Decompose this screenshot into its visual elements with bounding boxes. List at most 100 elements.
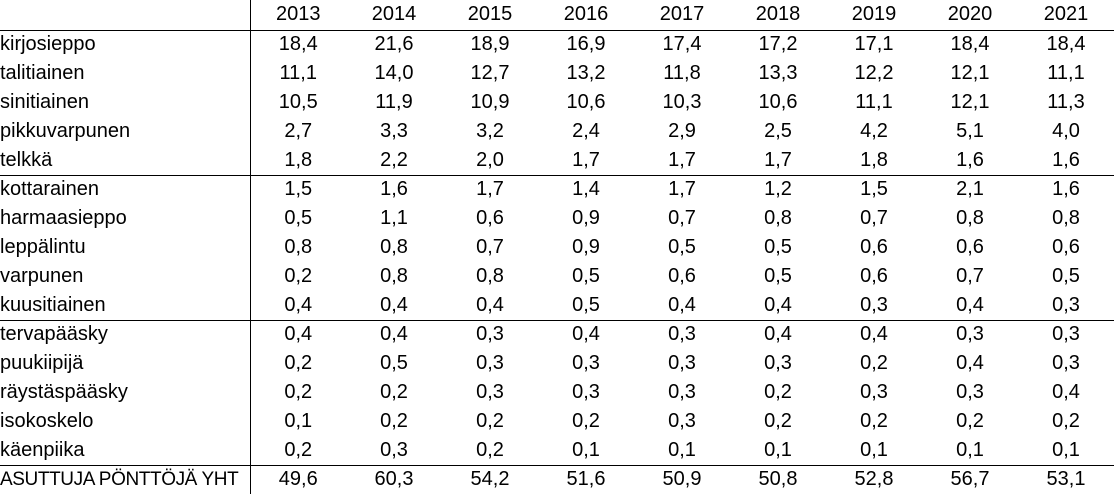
value-cell: 0,2 xyxy=(572,410,600,432)
value-cell: 0,3 xyxy=(476,352,504,374)
value-cell: 0,3 xyxy=(764,352,792,374)
year-header: 2021 xyxy=(1043,3,1089,26)
total-label: ASUTTUJA PÖNTTÖJÄ YHT xyxy=(0,465,251,494)
value-cell: 1,4 xyxy=(572,178,600,201)
year-header: 2016 xyxy=(563,3,609,26)
value-cell: 0,3 xyxy=(572,381,600,403)
table-body: kirjosieppo 18,4 21,6 18,9 16,9 17,4 17,2 17,1 1… xyxy=(0,30,1114,494)
species-row: harmaasieppo 0,5 1,1 0,6 0,9 0,7 0,8 0,7 0,8 0,8 xyxy=(0,204,1114,233)
species-row: leppälintu 0,8 0,8 0,7 0,9 0,5 0,5 0,6 0,6 0,6 xyxy=(0,233,1114,262)
value-cell: 12,1 xyxy=(950,62,990,84)
species-label: räystäspääsky xyxy=(0,378,251,407)
value-cell: 5,1 xyxy=(956,120,984,142)
species-label: kuusitiainen xyxy=(0,291,251,320)
species-row: tervapääsky 0,4 0,4 0,3 0,4 0,3 0,4 0,4 0,3 0,3 xyxy=(0,320,1114,349)
year-header: 2014 xyxy=(371,3,417,26)
value-cell: 0,1 xyxy=(956,438,984,461)
value-cell: 0,4 xyxy=(380,293,408,316)
species-label: tervapääsky xyxy=(0,320,251,349)
value-cell: 10,5 xyxy=(278,91,318,113)
species-row: puukiipijä 0,2 0,5 0,3 0,3 0,3 0,3 0,2 0,4 0,3 xyxy=(0,349,1114,378)
value-cell: 0,2 xyxy=(284,381,313,403)
value-cell: 17,2 xyxy=(758,33,798,56)
total-value-cell: 50,9 xyxy=(662,468,702,490)
value-cell: 0,3 xyxy=(1052,352,1080,374)
total-value-cell: 60,3 xyxy=(374,468,414,490)
total-value-cell: 54,2 xyxy=(470,468,510,490)
value-cell: 0,3 xyxy=(668,352,696,374)
value-cell: 0,3 xyxy=(668,323,696,346)
value-cell: 0,9 xyxy=(572,236,600,258)
value-cell: 2,2 xyxy=(380,148,408,171)
value-cell: 2,7 xyxy=(284,120,313,142)
species-label: telkkä xyxy=(0,146,251,175)
value-cell: 1,6 xyxy=(380,178,408,201)
value-cell: 1,6 xyxy=(1052,148,1080,171)
total-value-cell: 53,1 xyxy=(1046,468,1086,490)
value-cell: 12,1 xyxy=(950,91,990,113)
value-cell: 0,6 xyxy=(476,207,504,229)
value-cell: 4,0 xyxy=(1052,120,1080,142)
value-cell: 11,1 xyxy=(279,62,317,84)
year-header: 2013 xyxy=(276,3,321,26)
value-cell: 1,7 xyxy=(572,148,600,171)
value-cell: 0,8 xyxy=(764,207,792,229)
value-cell: 2,4 xyxy=(572,120,600,142)
value-cell: 0,4 xyxy=(764,323,792,346)
value-cell: 0,4 xyxy=(860,323,888,346)
value-cell: 0,2 xyxy=(860,410,888,432)
value-cell: 1,5 xyxy=(860,178,888,201)
value-cell: 0,6 xyxy=(668,265,696,287)
value-cell: 0,2 xyxy=(860,352,888,374)
value-cell: 0,1 xyxy=(764,438,792,461)
value-cell: 0,5 xyxy=(1052,265,1080,287)
year-header: 2019 xyxy=(851,3,897,26)
value-cell: 0,3 xyxy=(860,381,888,403)
total-value-cell: 49,6 xyxy=(278,468,318,490)
value-cell: 0,6 xyxy=(1052,236,1080,258)
value-cell: 11,1 xyxy=(855,91,893,113)
value-cell: 17,4 xyxy=(662,33,702,56)
total-value-cell: 56,7 xyxy=(950,468,990,490)
value-cell: 1,8 xyxy=(860,148,888,171)
value-cell: 0,3 xyxy=(860,293,888,316)
value-cell: 0,2 xyxy=(764,410,792,432)
species-label: sinitiainen xyxy=(0,88,251,117)
value-cell: 0,8 xyxy=(284,236,313,258)
value-cell: 0,7 xyxy=(668,207,696,229)
value-cell: 0,1 xyxy=(860,438,888,461)
value-cell: 13,3 xyxy=(758,62,798,84)
value-cell: 0,5 xyxy=(668,236,696,258)
value-cell: 0,6 xyxy=(860,236,888,258)
value-cell: 0,4 xyxy=(1052,381,1080,403)
value-cell: 0,4 xyxy=(284,293,313,316)
value-cell: 0,8 xyxy=(956,207,984,229)
species-label: leppälintu xyxy=(0,233,251,262)
value-cell: 2,0 xyxy=(476,148,504,171)
value-cell: 1,7 xyxy=(668,148,696,171)
value-cell: 0,5 xyxy=(284,207,313,229)
value-cell: 12,7 xyxy=(470,62,510,84)
year-header: 2017 xyxy=(659,3,705,26)
value-cell: 11,3 xyxy=(1047,91,1085,113)
value-cell: 18,9 xyxy=(470,33,510,56)
value-cell: 0,4 xyxy=(956,293,984,316)
value-cell: 1,6 xyxy=(1052,178,1080,201)
total-value-cell: 50,8 xyxy=(758,468,798,490)
species-row: sinitiainen 10,5 11,9 10,9 10,6 10,3 10,6 11,1 1… xyxy=(0,88,1114,117)
value-cell: 13,2 xyxy=(566,62,606,84)
value-cell: 21,6 xyxy=(374,33,414,56)
value-cell: 0,2 xyxy=(284,438,313,461)
species-label: käenpiika xyxy=(0,436,251,465)
species-label: harmaasieppo xyxy=(0,204,251,233)
value-cell: 18,4 xyxy=(1046,33,1086,56)
value-cell: 0,3 xyxy=(956,323,984,346)
value-cell: 0,4 xyxy=(572,323,600,346)
value-cell: 1,1 xyxy=(380,207,408,229)
value-cell: 0,7 xyxy=(476,236,504,258)
total-row: ASUTTUJA PÖNTTÖJÄ YHT 49,6 60,3 54,2 51,6 50,… xyxy=(0,465,1114,494)
value-cell: 3,3 xyxy=(380,120,408,142)
value-cell: 0,2 xyxy=(1052,410,1080,432)
value-cell: 0,6 xyxy=(860,265,888,287)
